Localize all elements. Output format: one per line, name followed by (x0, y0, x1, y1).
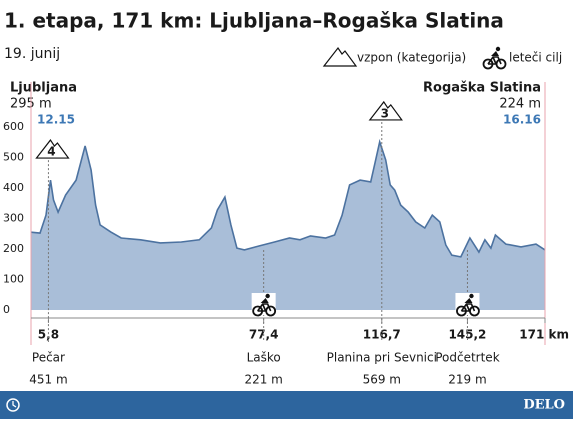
time-bar (0, 391, 573, 419)
start-name: Ljubljana (10, 81, 77, 96)
finish-elevation: 224 m (499, 97, 541, 112)
stop-name: Podčetrtek (435, 351, 499, 365)
stop-name: Laško (247, 351, 281, 365)
profile-area (31, 141, 545, 310)
legend-sprint: leteči cilj (509, 51, 562, 65)
profile-line (30, 138, 546, 258)
stop-name: Pečar (32, 351, 65, 365)
brand: DELO (523, 398, 565, 413)
y-tick-label: 400 (3, 181, 24, 194)
sprint-legend-icon (482, 45, 507, 70)
y-tick-label: 600 (3, 120, 24, 133)
y-tick-label: 500 (3, 151, 24, 164)
y-tick-label: 100 (3, 273, 24, 286)
x-tick-label: 5,8 (38, 328, 59, 342)
finish-name: Rogaška Slatina (423, 81, 541, 96)
climb-legend-icon (323, 47, 357, 67)
y-tick-label: 0 (3, 303, 10, 316)
y-tick-label: 200 (3, 242, 24, 255)
stop-elevation: 569 m (363, 373, 401, 387)
climb-category: 4 (47, 145, 55, 159)
stop-elevation: 221 m (244, 373, 282, 387)
stop-name: Planina pri Sevnici (327, 351, 437, 365)
climb-category: 3 (381, 106, 389, 120)
legend-climb: vzpon (kategorija) (357, 51, 466, 65)
clock-icon (6, 398, 20, 412)
subtitle: 19. junij (4, 46, 60, 62)
start-time: 12.15 (37, 113, 75, 127)
y-tick-label: 300 (3, 212, 24, 225)
finish-time: 16.16 (503, 113, 541, 127)
title: 1. etapa, 171 km: Ljubljana–Rogaška Slat… (4, 9, 504, 33)
stop-elevation: 219 m (448, 373, 486, 387)
x-tick-label: 171 km (519, 328, 569, 342)
stop-elevation: 451 m (29, 373, 67, 387)
